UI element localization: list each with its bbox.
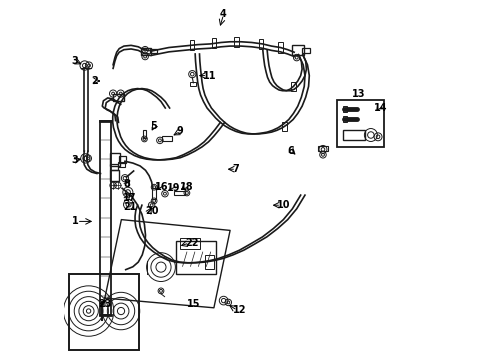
Text: 22: 22 <box>185 238 198 248</box>
Bar <box>119 156 125 163</box>
Text: 16: 16 <box>154 182 168 192</box>
Text: 2: 2 <box>91 76 98 86</box>
Bar <box>174 191 185 195</box>
Bar <box>302 48 309 53</box>
Bar <box>234 37 238 47</box>
Bar <box>342 106 346 112</box>
Bar <box>317 146 327 151</box>
Text: 15: 15 <box>186 299 200 309</box>
Bar <box>162 136 172 141</box>
Bar <box>110 170 119 181</box>
Bar <box>113 94 123 101</box>
Bar <box>281 122 286 131</box>
Bar <box>141 48 151 55</box>
Text: 3: 3 <box>71 56 78 66</box>
Bar <box>342 130 365 140</box>
Text: 18: 18 <box>179 182 193 192</box>
Text: 14: 14 <box>373 103 387 113</box>
Bar <box>291 45 303 55</box>
Text: 3: 3 <box>71 155 78 165</box>
Text: 19: 19 <box>166 183 180 193</box>
Text: 9: 9 <box>176 126 183 136</box>
Bar <box>190 82 196 86</box>
Bar <box>110 153 120 166</box>
Bar <box>152 188 156 199</box>
Bar <box>142 130 145 138</box>
Bar <box>176 241 215 274</box>
Bar <box>258 39 263 49</box>
Bar <box>337 100 384 147</box>
Text: 17: 17 <box>123 193 137 203</box>
Text: 13: 13 <box>351 89 365 99</box>
Bar <box>69 274 139 350</box>
Bar <box>204 255 213 269</box>
Text: 1: 1 <box>72 216 79 226</box>
Bar <box>110 164 118 170</box>
Bar <box>211 39 216 49</box>
Text: 21: 21 <box>123 202 137 212</box>
Bar <box>100 121 111 315</box>
Bar <box>342 116 346 122</box>
Text: 4: 4 <box>219 9 225 19</box>
Text: 20: 20 <box>145 206 159 216</box>
Text: 6: 6 <box>287 146 294 156</box>
Text: 7: 7 <box>231 164 238 174</box>
Text: 23: 23 <box>99 299 112 309</box>
Text: 5: 5 <box>150 121 157 131</box>
Bar <box>180 238 200 249</box>
Text: 10: 10 <box>276 200 290 210</box>
Bar <box>278 42 282 53</box>
Bar <box>118 162 125 167</box>
Bar <box>190 40 194 50</box>
Text: 12: 12 <box>232 305 246 315</box>
Bar <box>290 82 295 91</box>
Text: 8: 8 <box>123 179 130 189</box>
Text: 11: 11 <box>203 71 216 81</box>
Bar <box>150 49 156 53</box>
